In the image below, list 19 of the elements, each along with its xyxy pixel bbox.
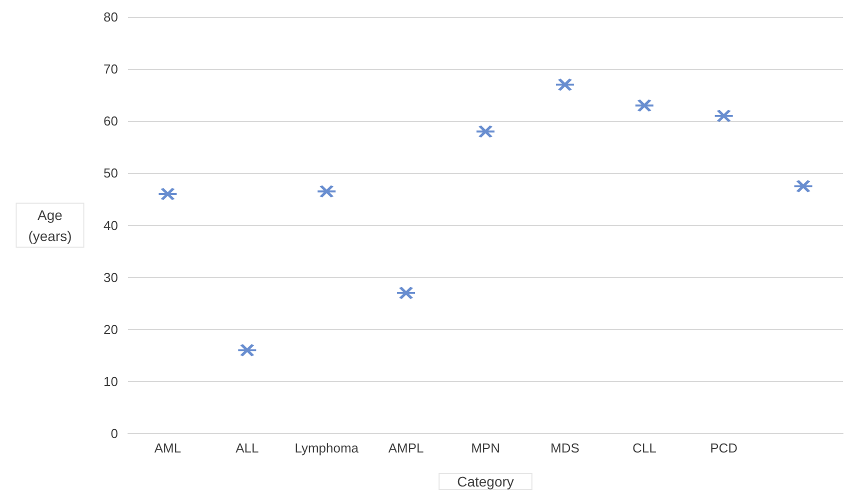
y-tick-label: 60 [104,114,118,129]
y-tick-label: 30 [104,270,118,285]
y-axis-title: Age (years) [28,206,72,244]
y-tick-label: 70 [104,62,118,77]
y-tick-label: 0 [110,426,118,441]
x-tick-label: AML [154,440,182,456]
x-tick-label: CLL [632,440,656,456]
x-tick-label: PCD [710,440,738,456]
y-tick-label: 10 [104,374,118,389]
x-tick-label: AMPL [388,440,424,456]
x-axis-title: Category [457,474,514,490]
x-tick-label: MPN [471,440,500,456]
x-tick-label: MDS [550,440,580,456]
y-tick-label: 40 [104,218,118,233]
y-tick-label: 50 [104,166,118,181]
x-tick-label: Lymphoma [294,440,360,456]
y-tick-label: 20 [104,322,118,337]
y-tick-label: 80 [104,10,118,24]
x-tick-label: ALL [236,440,259,456]
